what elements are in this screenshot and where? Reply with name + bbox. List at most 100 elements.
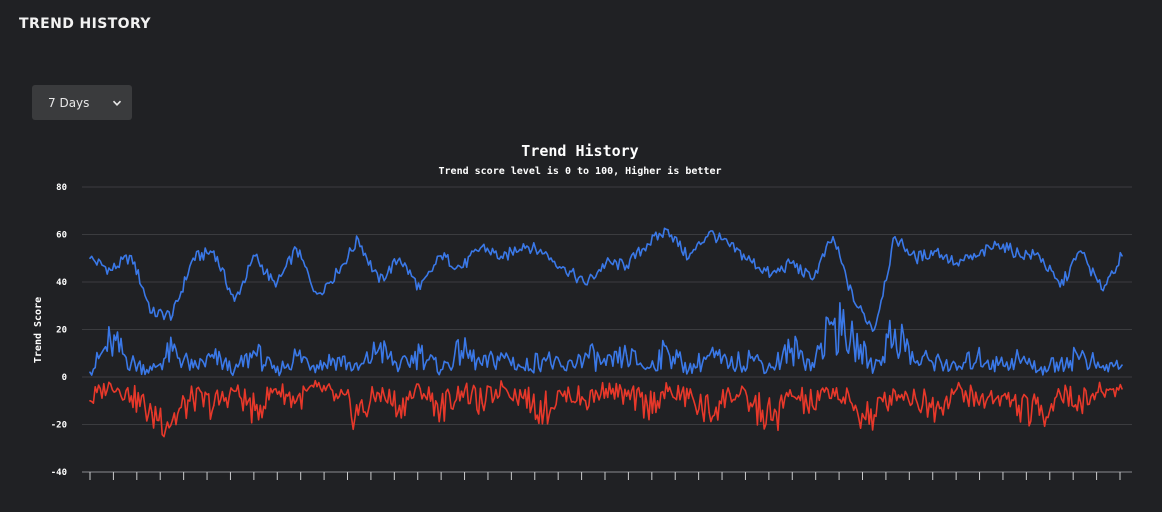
y-axis-label: Trend Score [33, 297, 44, 363]
data-point [770, 366, 773, 369]
data-point [914, 257, 917, 260]
data-point [460, 266, 463, 269]
data-point [563, 266, 566, 269]
time-range-value: 7 Days [48, 95, 90, 110]
data-point [501, 385, 504, 388]
data-point [274, 387, 277, 390]
data-point [171, 349, 174, 352]
data-point [398, 257, 401, 260]
data-point [357, 238, 360, 241]
time-range-select[interactable]: 7 Days [32, 85, 132, 120]
series-line-1 [89, 227, 1123, 332]
data-point [460, 390, 463, 393]
data-point [543, 409, 545, 412]
data-point [316, 385, 318, 388]
data-point [687, 397, 690, 400]
data-point [130, 395, 133, 397]
data-point [481, 364, 484, 367]
data-point [109, 269, 112, 272]
data-point [832, 387, 834, 390]
data-point [151, 411, 153, 414]
data-point [728, 245, 731, 248]
data-point [605, 387, 607, 390]
data-point [357, 368, 360, 371]
data-point [605, 262, 607, 264]
data-point [501, 257, 504, 260]
y-tick-label: 40 [56, 278, 67, 288]
data-point [935, 250, 938, 253]
data-point [646, 404, 649, 407]
y-tick-label: 80 [56, 183, 67, 193]
data-point [584, 352, 587, 355]
data-point [316, 364, 318, 367]
data-point [790, 395, 793, 397]
data-point [894, 235, 896, 238]
data-point [233, 390, 236, 393]
data-point [625, 264, 628, 267]
data-point [1079, 250, 1082, 253]
data-point [873, 366, 876, 369]
data-point [646, 243, 649, 245]
data-point [728, 392, 731, 395]
data-point [749, 402, 752, 405]
data-point [1017, 357, 1020, 359]
data-point [233, 368, 236, 371]
data-point [274, 371, 277, 374]
data-point [481, 402, 484, 405]
data-point [728, 364, 731, 367]
data-point [378, 392, 380, 395]
data-point [212, 250, 215, 253]
data-point [667, 349, 669, 352]
data-point [233, 300, 236, 302]
data-point [192, 366, 195, 369]
y-tick-label: -20 [51, 421, 67, 431]
data-point [1100, 390, 1103, 393]
data-point [522, 243, 525, 245]
data-point [955, 262, 958, 264]
data-point [563, 390, 566, 393]
data-point [976, 354, 979, 357]
chart-title: Trend History [521, 142, 638, 160]
data-point [790, 262, 793, 264]
data-point [192, 397, 195, 400]
data-point [832, 235, 834, 238]
data-point [687, 257, 690, 260]
data-point [708, 231, 711, 234]
data-point [584, 283, 587, 286]
data-point [336, 271, 339, 274]
data-point [667, 228, 669, 231]
data-point [522, 366, 525, 369]
data-point [625, 395, 628, 397]
data-point [584, 399, 587, 402]
data-point [295, 354, 298, 357]
data-point [1038, 414, 1041, 416]
data-point [254, 409, 257, 412]
data-point [749, 357, 752, 359]
y-tick-label: 0 [62, 373, 67, 383]
data-point [522, 397, 525, 400]
data-point [1100, 366, 1103, 369]
data-point [109, 383, 112, 386]
data-point [749, 259, 752, 262]
data-point [852, 300, 855, 302]
data-point [955, 387, 958, 390]
data-point [997, 364, 1000, 367]
data-point [997, 395, 1000, 397]
data-point [832, 323, 834, 326]
data-point [398, 366, 401, 369]
data-point [914, 397, 917, 400]
data-point [873, 328, 876, 331]
data-point [316, 292, 318, 295]
data-point [997, 243, 1000, 245]
data-point [955, 368, 958, 371]
data-point [1017, 404, 1020, 407]
data-point [151, 368, 153, 371]
y-tick-label: 60 [56, 231, 67, 241]
data-point [1100, 288, 1103, 291]
data-point [894, 390, 896, 393]
chevron-down-icon [112, 98, 122, 108]
data-point [171, 314, 174, 317]
data-point [811, 404, 814, 407]
data-point [873, 414, 876, 416]
